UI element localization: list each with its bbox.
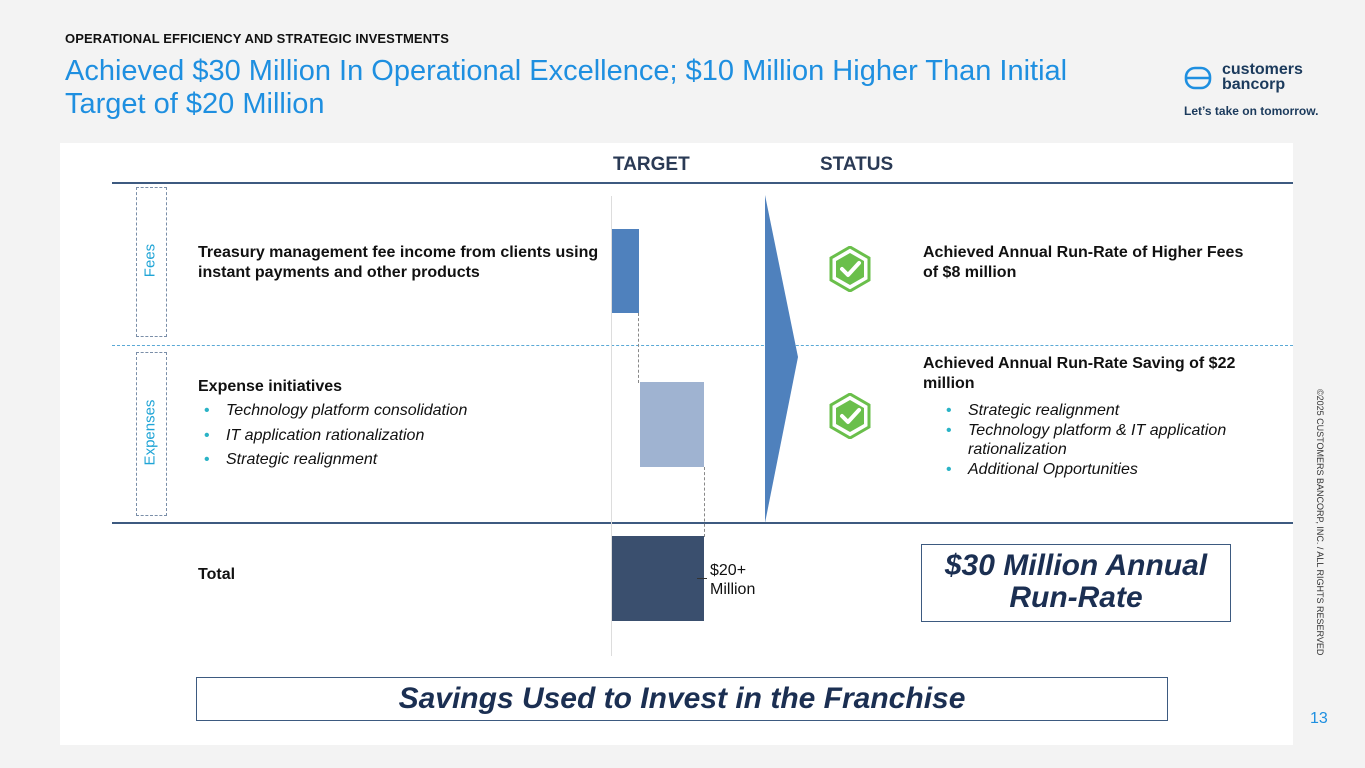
fees-description: Treasury management fee income from clie… — [198, 244, 599, 281]
list-item: Additional Opportunities — [940, 460, 1240, 480]
expenses-bullet-list: Technology platform consolidation IT app… — [198, 401, 598, 475]
total-label-tick — [697, 578, 707, 579]
logo-line1: customers — [1222, 61, 1303, 78]
page-number: 13 — [1310, 710, 1328, 727]
total-divider — [112, 522, 1293, 524]
hexagon-check-icon — [829, 246, 871, 292]
expenses-status-title: Achieved Annual Run-Rate Saving of $22 m… — [923, 355, 1236, 392]
fees-side-box — [136, 187, 167, 337]
footer-statement: Savings Used to Invest in the Franchise — [398, 682, 966, 715]
total-status-text: $30 Million Annual Run-Rate — [944, 549, 1208, 614]
expenses-title: Expense initiatives — [198, 378, 343, 395]
total-target-value-line1: $20+ — [710, 562, 747, 579]
row-divider-dashed — [112, 345, 1293, 346]
target-axis-line — [611, 196, 612, 656]
column-header-target: TARGET — [613, 154, 690, 175]
total-target-value: $20+ Million — [710, 561, 755, 599]
list-item: Strategic realignment — [198, 450, 598, 470]
total-target-bar — [612, 536, 704, 621]
logo-mark-icon — [1184, 66, 1212, 90]
expenses-side-box — [136, 352, 167, 516]
footer-statement-box: Savings Used to Invest in the Franchise — [196, 677, 1168, 721]
total-status-badge: $30 Million Annual Run-Rate — [921, 544, 1231, 622]
expenses-status-bullet-list: Strategic realignment Technology platfor… — [940, 401, 1240, 479]
list-item: Strategic realignment — [940, 401, 1240, 421]
waterfall-connector — [638, 313, 639, 383]
expenses-target-bar — [640, 382, 704, 467]
logo-tagline: Let’s take on tomorrow. — [1184, 104, 1319, 118]
list-item: Technology platform consolidation — [198, 401, 598, 421]
list-item: IT application rationalization — [198, 426, 598, 446]
eyebrow-title: OPERATIONAL EFFICIENCY AND STRATEGIC INV… — [65, 31, 449, 46]
copyright-notice: ©2025 CUSTOMERS BANCORP, INC. / ALL RIGH… — [1315, 389, 1325, 656]
total-target-value-line2: Million — [710, 581, 756, 598]
page-title: Achieved $30 Million In Operational Exce… — [65, 55, 1068, 120]
total-label: Total — [198, 566, 236, 583]
chevron-arrow-icon — [765, 195, 798, 523]
fees-target-bar — [612, 229, 639, 313]
header-divider — [112, 182, 1293, 184]
fees-status: Achieved Annual Run-Rate of Higher Fees … — [923, 244, 1244, 281]
list-item: Technology platform & IT application rat… — [940, 421, 1240, 460]
fees-side-label: Fees — [141, 243, 159, 278]
hexagon-check-icon — [829, 393, 871, 439]
waterfall-connector — [704, 467, 705, 537]
column-header-status: STATUS — [820, 154, 894, 175]
expenses-side-label: Expenses — [141, 399, 159, 466]
logo-line2: bancorp — [1222, 76, 1286, 93]
logo-wordmark: customers bancorp — [1222, 61, 1303, 93]
company-logo: customers bancorp Let’s take on tomorrow… — [1184, 62, 1334, 122]
